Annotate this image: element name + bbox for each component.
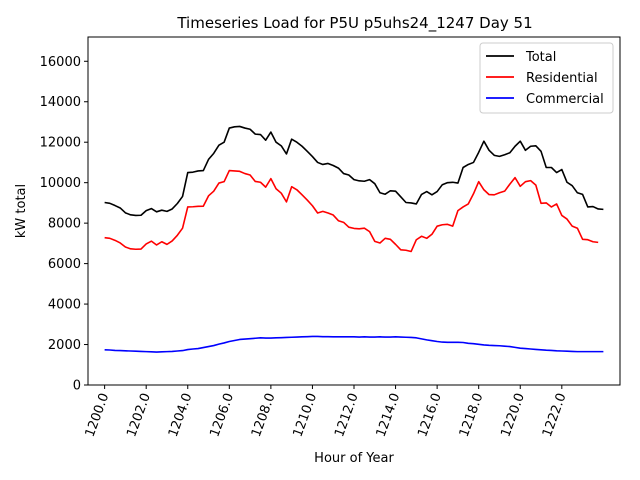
y-tick-label: 2000 (48, 338, 81, 353)
series-line-total (104, 125, 604, 217)
y-tick-label: 12000 (40, 136, 81, 151)
series-line-residential (104, 169, 599, 253)
y-axis: 0 2000 4000 6000 8000 10000 12000 14000 16000 (40, 55, 88, 394)
y-tick-label: 8000 (48, 217, 81, 232)
y-tick-label: 16000 (40, 55, 81, 70)
legend-label-commercial: Commercial (526, 92, 604, 107)
chart-title: Timeseries Load for P5U p5uhs24_1247 Day… (176, 14, 532, 33)
legend-label-total: Total (525, 50, 556, 65)
series-line-commercial (104, 335, 604, 353)
legend-label-residential: Residential (526, 71, 598, 86)
y-tick-label: 6000 (48, 257, 81, 272)
x-axis-label: Hour of Year (314, 451, 394, 466)
legend: Total Residential Commercial (479, 42, 614, 114)
y-tick-label: 14000 (40, 95, 81, 110)
y-axis-label: kW total (14, 184, 29, 238)
y-tick-label: 0 (73, 379, 81, 394)
y-tick-label: 4000 (48, 298, 81, 313)
y-tick-label: 10000 (40, 176, 81, 191)
legend-box (479, 42, 614, 114)
series-layer (104, 125, 604, 353)
